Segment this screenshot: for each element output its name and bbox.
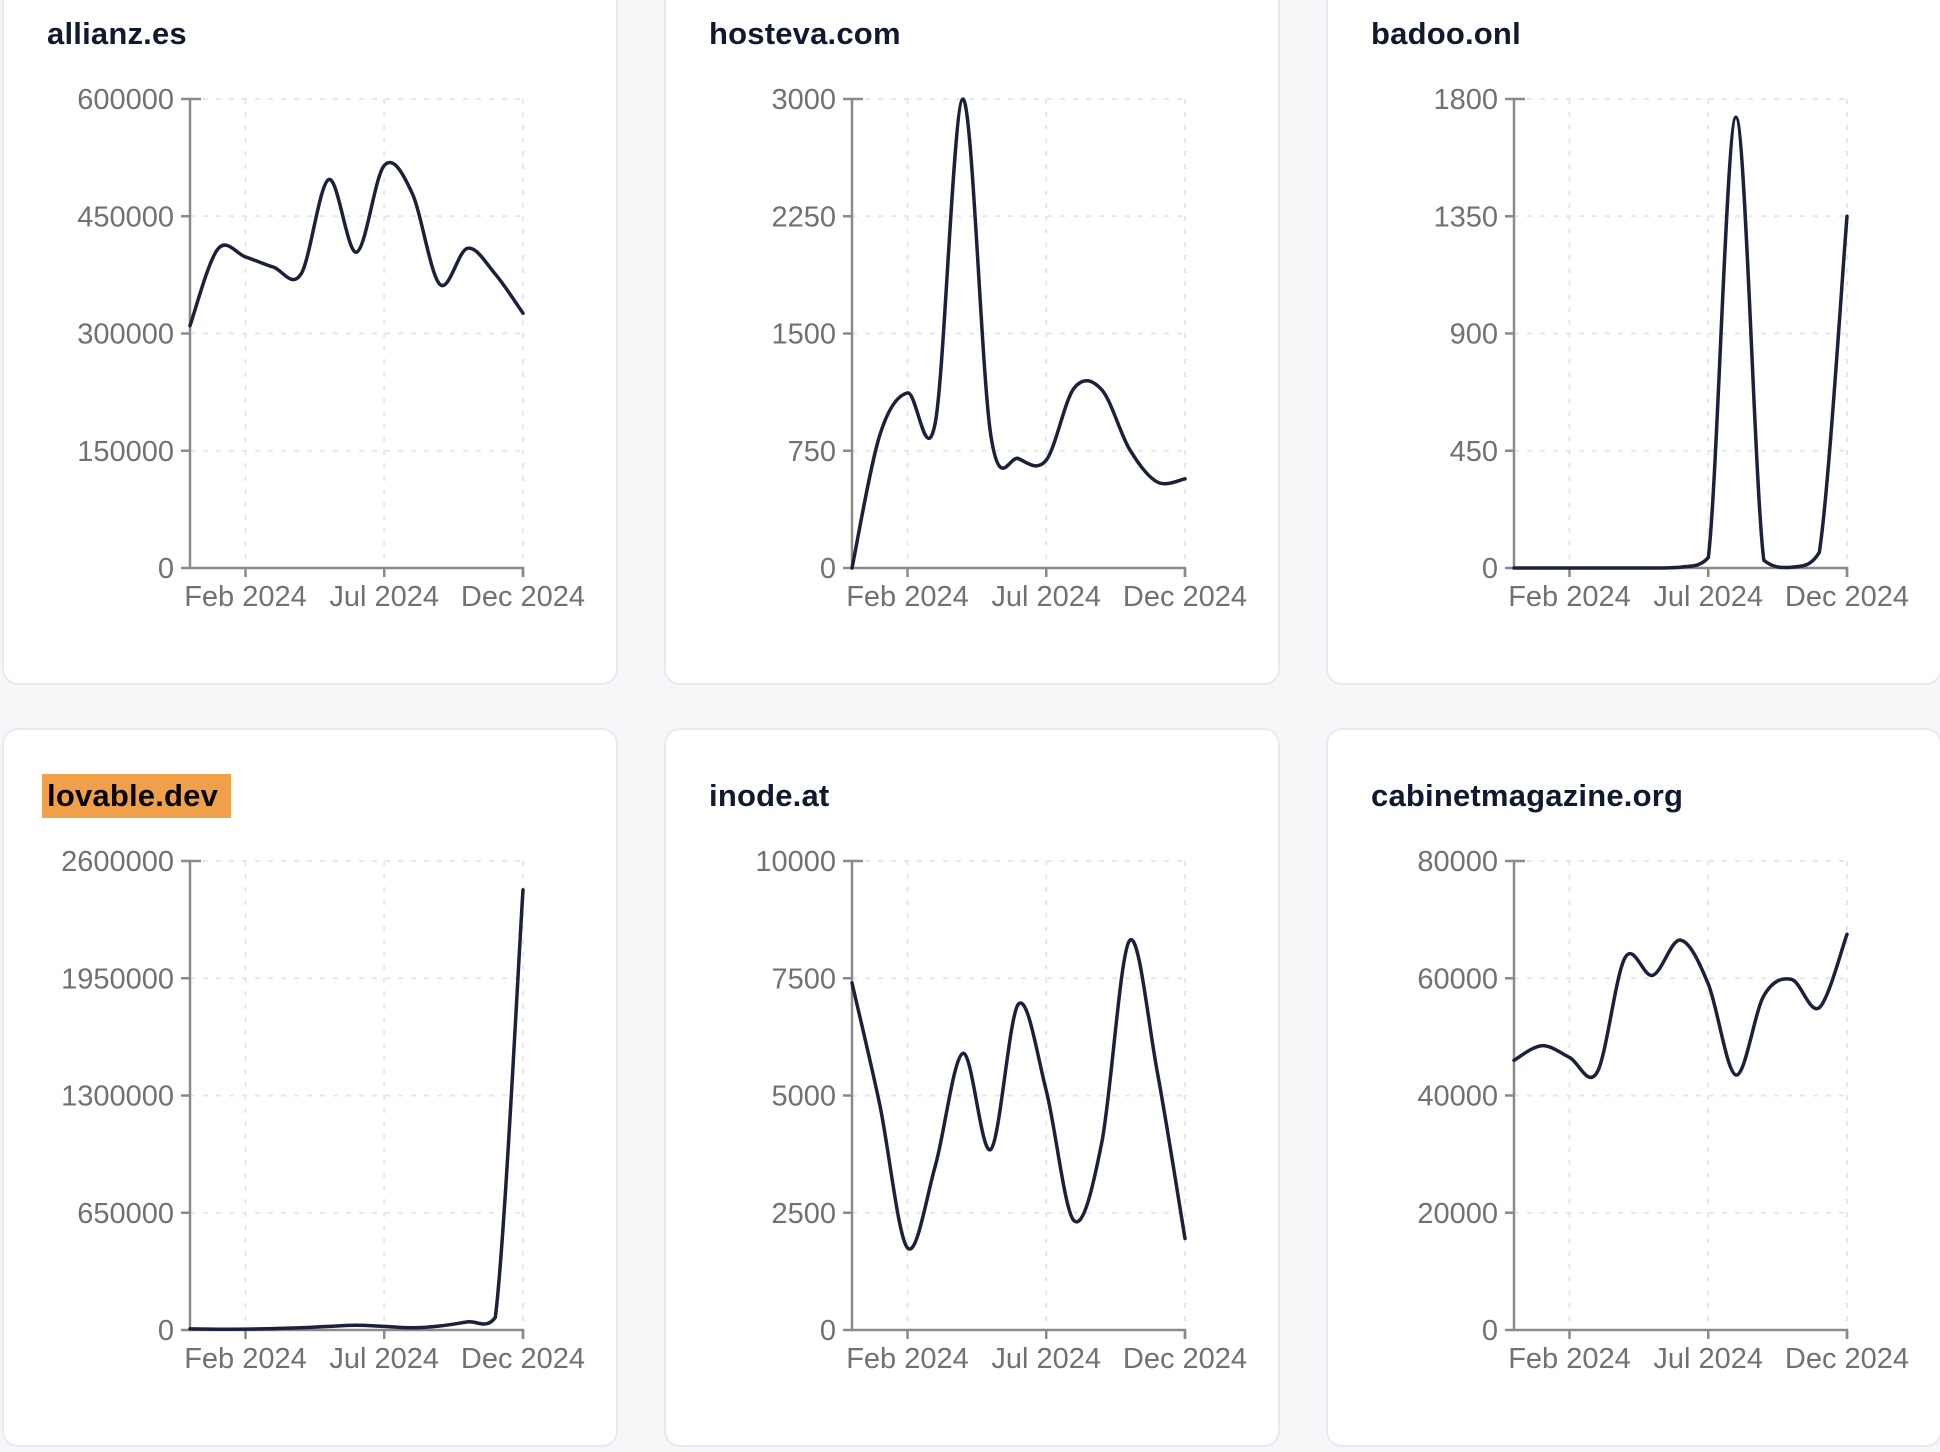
x-tick-label: Dec 2024 <box>1785 1343 1909 1375</box>
x-tick-label: Jul 2024 <box>991 581 1101 613</box>
line-chart: 0 150000 300000 450000 600000 Feb 2024 Jul 202… <box>77 84 585 613</box>
x-tick-label: Jul 2024 <box>1653 581 1763 613</box>
axes <box>1505 859 1849 1339</box>
x-tick-label: Feb 2024 <box>184 1343 307 1375</box>
series-line <box>850 97 1187 570</box>
y-tick-label: 0 <box>158 1315 174 1347</box>
series-line <box>1512 932 1849 1080</box>
y-tick-label: 0 <box>820 553 836 585</box>
y-tick-label: 900 <box>1450 319 1498 351</box>
x-tick-label: Jul 2024 <box>1653 1343 1763 1375</box>
chart-title: badoo.onl <box>1371 16 1521 51</box>
x-tick-label: Feb 2024 <box>1508 581 1631 613</box>
chart-title: hosteva.com <box>709 16 901 51</box>
y-tick-label: 450 <box>1450 436 1498 468</box>
y-tick-label: 20000 <box>1417 1198 1498 1230</box>
chart-card: inode.at 0 2500 5000 7500 10000 Feb 2024 Jul 2… <box>664 728 1280 1447</box>
x-tick-label: Dec 2024 <box>1123 1343 1247 1375</box>
line-chart: 0 650000 1300000 1950000 2600000 Feb 2024 Jul … <box>61 846 585 1375</box>
x-tick-label: Jul 2024 <box>329 1343 439 1375</box>
y-tick-label: 2600000 <box>61 846 174 878</box>
y-tick-label: 0 <box>820 1315 836 1347</box>
y-tick-label: 2250 <box>771 201 836 233</box>
y-tick-label: 2500 <box>771 1198 836 1230</box>
chart-card: allianz.es 0 150000 300000 450000 600000 Feb … <box>2 0 618 685</box>
y-tick-label: 1300000 <box>61 1081 174 1113</box>
axes <box>843 97 1187 577</box>
y-tick-label: 5000 <box>771 1081 836 1113</box>
axes <box>181 859 525 1339</box>
y-tick-label: 80000 <box>1417 846 1498 878</box>
chart-card: lovable.dev 0 650000 1300000 1950000 2600000… <box>2 728 618 1447</box>
axes <box>1505 97 1849 577</box>
line-chart: 0 20000 40000 60000 80000 Feb 2024 Jul 2024 Dec… <box>1417 846 1909 1375</box>
series-line <box>850 938 1187 1251</box>
highlighted-chart-title: lovable.dev <box>42 774 232 818</box>
chart-card: badoo.onl 0 450 900 1350 1800 Feb 2024 Jul 202… <box>1326 0 1940 685</box>
x-tick-label: Feb 2024 <box>184 581 307 613</box>
chart-title: cabinetmagazine.org <box>1371 778 1684 813</box>
y-tick-label: 650000 <box>77 1198 174 1230</box>
chart-card: cabinetmagazine.org 0 20000 40000 60000 8000… <box>1326 728 1940 1447</box>
series-line <box>188 888 525 1332</box>
y-tick-label: 1800 <box>1433 84 1498 116</box>
y-tick-label: 0 <box>1482 553 1498 585</box>
y-tick-label: 1500 <box>771 319 836 351</box>
y-tick-label: 750 <box>788 436 836 468</box>
y-tick-label: 0 <box>1482 1315 1498 1347</box>
x-tick-label: Jul 2024 <box>991 1343 1101 1375</box>
y-tick-label: 150000 <box>77 436 174 468</box>
line-chart: 0 450 900 1350 1800 Feb 2024 Jul 2024 Dec 2024 <box>1433 84 1909 613</box>
chart-title: allianz.es <box>47 16 187 51</box>
x-tick-label: Feb 2024 <box>846 581 969 613</box>
chart-card: hosteva.com 0 750 1500 2250 3000 Feb 2024 Jul … <box>664 0 1280 685</box>
y-tick-label: 1950000 <box>61 963 174 995</box>
y-tick-label: 60000 <box>1417 963 1498 995</box>
y-tick-label: 1350 <box>1433 201 1498 233</box>
y-tick-label: 10000 <box>755 846 836 878</box>
y-tick-label: 40000 <box>1417 1081 1498 1113</box>
line-chart: 0 2500 5000 7500 10000 Feb 2024 Jul 2024 Dec 20… <box>755 846 1247 1375</box>
y-tick-label: 450000 <box>77 201 174 233</box>
x-tick-label: Dec 2024 <box>461 1343 585 1375</box>
y-tick-label: 7500 <box>771 963 836 995</box>
x-tick-label: Dec 2024 <box>1785 581 1909 613</box>
x-tick-label: Feb 2024 <box>1508 1343 1631 1375</box>
y-tick-label: 600000 <box>77 84 174 116</box>
chart-title: inode.at <box>709 778 830 813</box>
y-tick-label: 3000 <box>771 84 836 116</box>
x-tick-label: Jul 2024 <box>329 581 439 613</box>
x-tick-label: Dec 2024 <box>1123 581 1247 613</box>
axes <box>843 859 1187 1339</box>
series-line <box>188 160 525 328</box>
y-tick-label: 0 <box>158 553 174 585</box>
line-chart: 0 750 1500 2250 3000 Feb 2024 Jul 2024 Dec 2024 <box>771 84 1247 613</box>
y-tick-label: 300000 <box>77 319 174 351</box>
series-line <box>1512 115 1849 570</box>
chart-title: lovable.dev <box>42 774 232 818</box>
x-tick-label: Feb 2024 <box>846 1343 969 1375</box>
axes <box>181 97 525 577</box>
x-tick-label: Dec 2024 <box>461 581 585 613</box>
